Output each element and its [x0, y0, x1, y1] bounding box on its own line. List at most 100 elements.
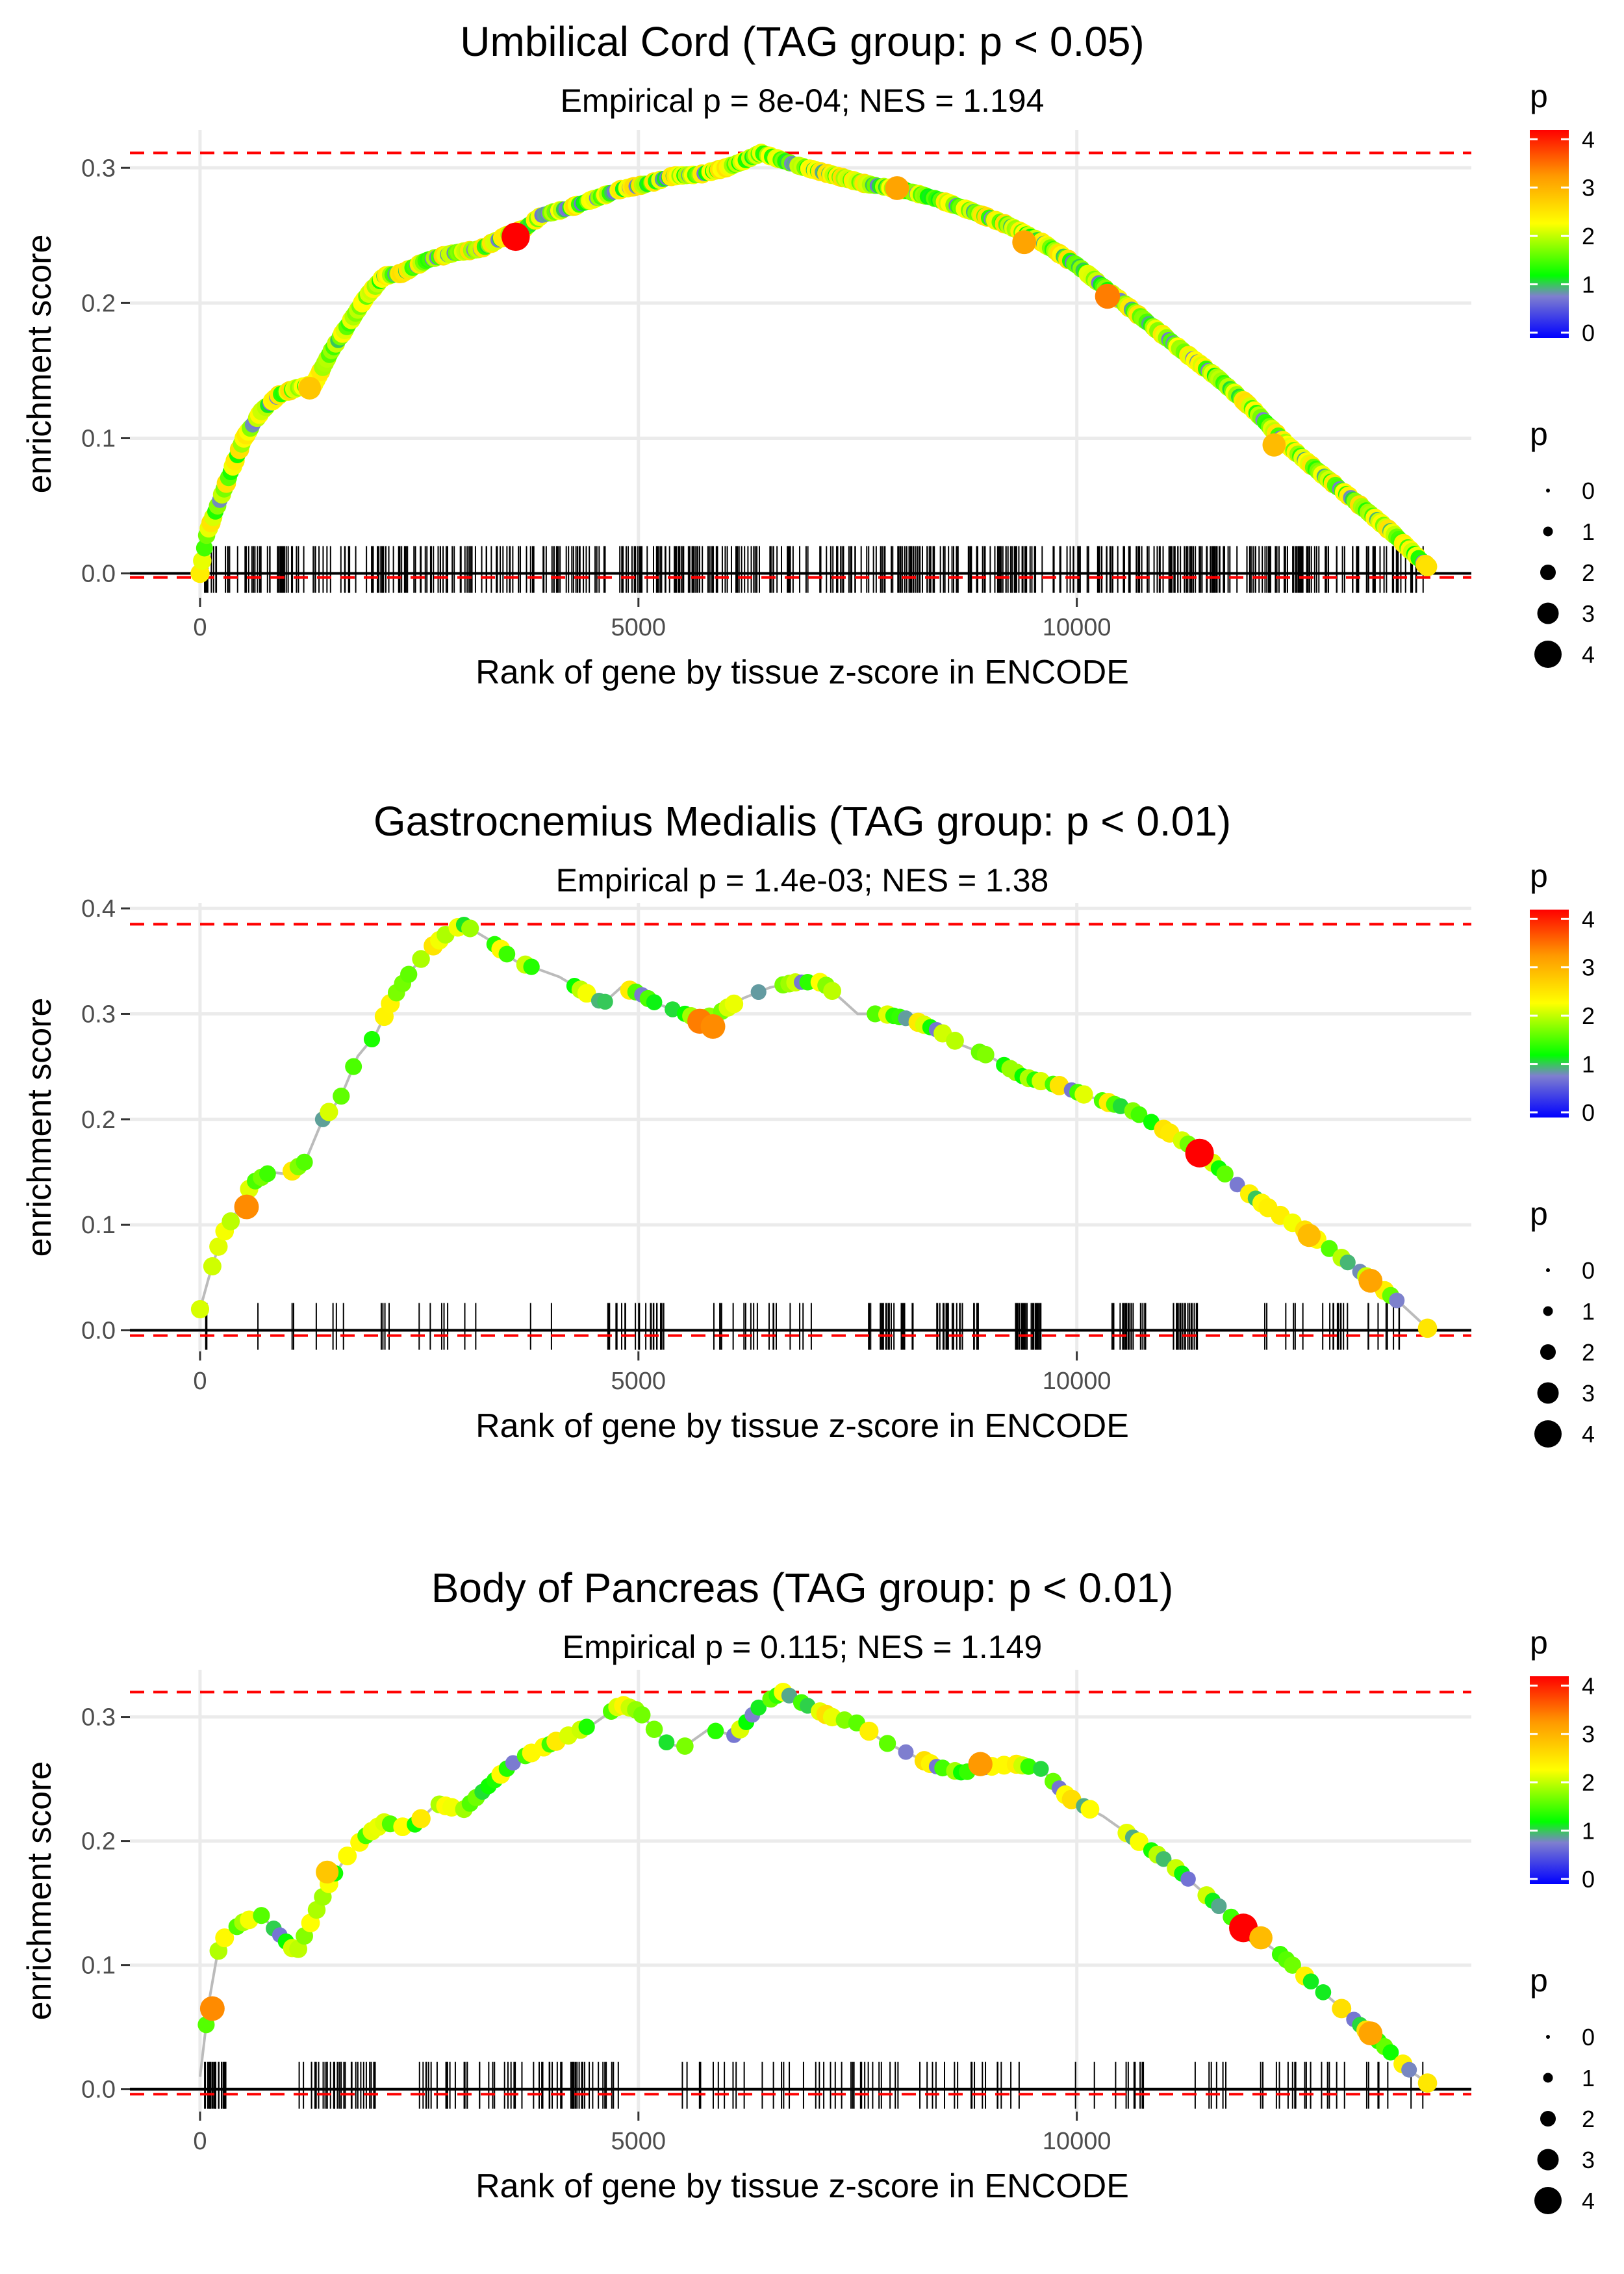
size-legend-label: 4 [1582, 1421, 1595, 1448]
es-point-highlight [298, 376, 322, 400]
y-tick-label: 0.3 [81, 155, 116, 182]
es-point [724, 994, 744, 1014]
legend-3: p 0 1 2 3 4 p 0 1 2 3 4 [1530, 1624, 1595, 2214]
es-point [1180, 1871, 1196, 1887]
color-bar-label: 0 [1582, 1866, 1595, 1893]
es-point-highlight [700, 1014, 726, 1039]
es-point [645, 1720, 663, 1738]
color-bar-label: 2 [1582, 1003, 1595, 1029]
es-point [859, 1721, 879, 1741]
y-tick-label: 0.4 [81, 895, 116, 923]
es-point [665, 1001, 681, 1017]
size-legend-label: 0 [1582, 2024, 1595, 2050]
color-bar-label: 3 [1582, 954, 1595, 981]
size-legend-label: 3 [1582, 2147, 1595, 2173]
panels: Umbilical Cord (TAG group: p < 0.05) Empi… [21, 18, 1595, 2214]
es-point [1020, 1758, 1037, 1775]
es-point [1229, 1177, 1245, 1193]
y-tick-label: 0.1 [81, 1212, 116, 1239]
es-point [1389, 1292, 1405, 1309]
es-point [1080, 1800, 1100, 1819]
es-point [1339, 1254, 1356, 1271]
color-bar [1530, 1676, 1569, 1884]
size-legend-dot [1543, 1306, 1553, 1316]
size-legend-title: p [1530, 1195, 1548, 1232]
es-point-highlight [1262, 433, 1286, 457]
color-bar-label: 0 [1582, 1099, 1595, 1126]
es-point [193, 551, 212, 570]
x-tick-label: 0 [193, 2128, 207, 2155]
size-legend-label: 1 [1582, 1298, 1595, 1325]
es-point [1417, 2073, 1438, 2093]
x-tick-label: 0 [193, 614, 207, 641]
size-legend-title: p [1530, 1962, 1548, 1999]
size-legend-label: 3 [1582, 600, 1595, 627]
y-tick-label: 0.0 [81, 561, 116, 588]
es-point [215, 1928, 235, 1948]
color-bar-label: 1 [1582, 272, 1595, 298]
es-point [1156, 1851, 1172, 1867]
size-legend-dot [1534, 641, 1562, 668]
size-legend-dot [1543, 2073, 1553, 2083]
x-tick-label: 10000 [1043, 2128, 1111, 2155]
es-point [209, 1237, 228, 1256]
es-point-highlight [1249, 1926, 1273, 1950]
es-point [946, 1032, 964, 1050]
chart-title: Body of Pancreas (TAG group: p < 0.01) [431, 1565, 1174, 1611]
es-point [1321, 1240, 1338, 1257]
es-point [1315, 1984, 1332, 2000]
color-bar-label: 4 [1582, 1672, 1595, 1699]
es-point [296, 1153, 313, 1171]
size-legend-dot [1546, 489, 1550, 492]
panel-2: Gastrocnemius Medialis (TAG group: p < 0… [21, 798, 1595, 1448]
y-tick-label: 0.3 [81, 1001, 116, 1028]
es-point [1130, 1106, 1148, 1123]
es-point-highlight [316, 1860, 339, 1884]
color-bar-label: 4 [1582, 126, 1595, 153]
color-legend-title: p [1530, 1624, 1548, 1661]
es-point [823, 982, 841, 1001]
es-point [1033, 1761, 1049, 1777]
es-point-highlight [1185, 1138, 1214, 1168]
size-legend-label: 2 [1582, 2106, 1595, 2132]
size-legend-dot [1540, 565, 1556, 580]
size-legend-dot [1540, 1344, 1556, 1360]
x-axis-title: Rank of gene by tissue z-score in ENCODE [476, 654, 1129, 691]
size-legend-label: 1 [1582, 518, 1595, 545]
es-point [1302, 1973, 1319, 1990]
color-bar-label: 4 [1582, 906, 1595, 932]
es-point [253, 1907, 270, 1924]
x-tick-label: 5000 [611, 1368, 666, 1395]
color-bar-label: 1 [1582, 1051, 1595, 1078]
color-bar [1530, 130, 1569, 338]
chart-subtitle: Empirical p = 8e-04; NES = 1.194 [561, 83, 1045, 119]
es-point-highlight [885, 176, 909, 200]
y-tick-label: 0.2 [81, 1828, 116, 1856]
es-point [577, 984, 596, 1003]
y-axis-title: enrichment score [21, 998, 58, 1257]
size-legend-title: p [1530, 416, 1548, 452]
x-axis-title: Rank of gene by tissue z-score in ENCODE [476, 2167, 1129, 2205]
es-point [750, 984, 767, 1001]
y-tick-label: 0.1 [81, 425, 116, 452]
es-point-highlight [501, 222, 530, 251]
size-legend-label: 4 [1582, 2188, 1595, 2214]
es-point [1284, 1956, 1301, 1974]
es-point-highlight [1297, 1223, 1321, 1247]
es-point [411, 1809, 431, 1828]
es-point [1382, 2044, 1399, 2061]
es-point [400, 965, 418, 983]
es-point [461, 919, 479, 938]
es-point [338, 1846, 357, 1865]
size-legend-dot [1534, 1420, 1562, 1448]
y-tick-label: 0.0 [81, 1318, 116, 1345]
size-legend-label: 2 [1582, 559, 1595, 586]
es-point [878, 1735, 896, 1752]
es-point [363, 1030, 381, 1048]
y-axis-title: enrichment score [21, 1761, 58, 2021]
es-point [203, 1257, 222, 1276]
es-point [1417, 1318, 1438, 1338]
x-axis-title: Rank of gene by tissue z-score in ENCODE [476, 1407, 1129, 1445]
es-point [222, 1212, 240, 1231]
es-points [190, 144, 1438, 583]
